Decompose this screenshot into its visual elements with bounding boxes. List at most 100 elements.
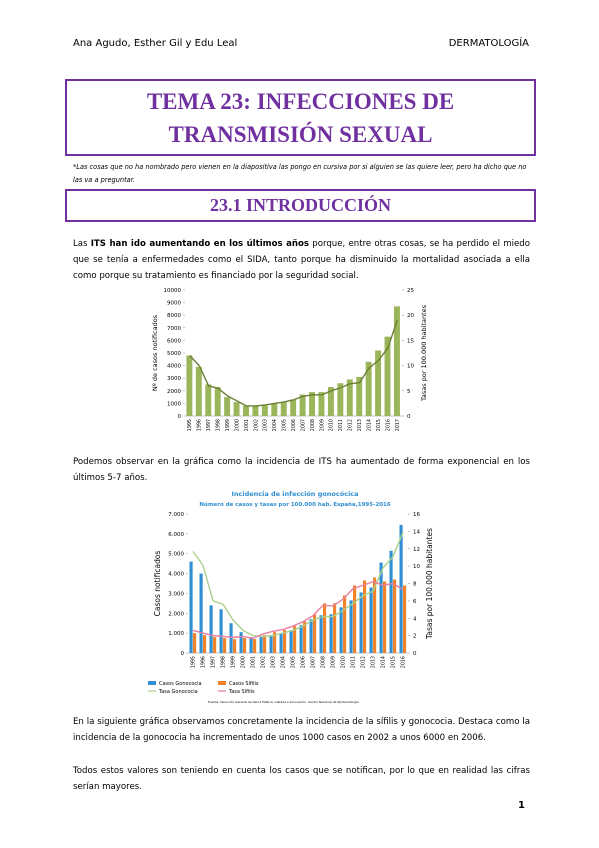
x-tick-label: 2006: [301, 656, 307, 668]
y-tick-label: 8000: [167, 313, 181, 319]
bar: [213, 637, 217, 653]
text: porque, entre otras cosas, se ha perdido…: [73, 239, 531, 281]
legend-label: Tasa Gonococia: [158, 689, 198, 695]
bar: [209, 605, 213, 653]
bar: [318, 392, 325, 416]
bar: [271, 403, 278, 416]
x-tick-label: 2005: [282, 419, 288, 431]
bar: [273, 632, 277, 653]
bar: [373, 577, 377, 653]
bar: [369, 587, 373, 653]
bar: [313, 614, 317, 653]
bar: [239, 632, 243, 653]
bar: [223, 638, 227, 653]
bar: [233, 402, 240, 416]
bar: [303, 621, 307, 653]
bar: [393, 579, 397, 653]
y-tick-label: 6.000: [168, 532, 184, 538]
bar: [363, 580, 367, 653]
x-tick-label: 2015: [391, 656, 397, 668]
bold-text: ITS han ido aumentando en los últimos añ…: [90, 239, 310, 249]
bar: [323, 603, 327, 653]
x-tick-label: 2009: [319, 419, 325, 431]
text: Todos estos valores son teniendo en cuen…: [73, 766, 530, 792]
bar: [299, 625, 303, 653]
y2-tick-label: 6: [413, 599, 417, 605]
page-number: 1: [518, 800, 525, 811]
x-tick-label: 2003: [271, 656, 277, 668]
header-authors: Ana Agudo, Esther Gil y Edu Leal: [73, 38, 238, 49]
y-tick-label: 6000: [167, 338, 181, 344]
line-series: [192, 581, 404, 639]
x-tick-label: 1995: [191, 656, 197, 668]
bar: [319, 615, 323, 653]
bar: [383, 581, 387, 653]
bar: [261, 405, 268, 416]
y2-tick-label: 12: [413, 547, 420, 553]
bar: [233, 639, 237, 653]
bar: [290, 399, 297, 416]
chart: Incidencia de infección gonocócica Número…: [148, 490, 434, 704]
x-tick-label: 1997: [211, 656, 217, 668]
bar: [375, 350, 382, 416]
y-tick-label: 7.000: [168, 512, 184, 518]
x-tick-label: 1998: [221, 656, 227, 668]
paragraph: Podemos observar en la gráfica como la i…: [73, 454, 530, 486]
paragraph: Las ITS han ido aumentando en los último…: [73, 236, 530, 284]
x-tick-label: 2010: [329, 419, 335, 431]
x-tick-label: 2004: [281, 656, 287, 668]
x-tick-label: 2014: [381, 656, 387, 668]
bar: [365, 361, 372, 416]
text: Las: [73, 239, 91, 249]
x-tick-label: 2012: [361, 656, 367, 668]
x-tick-label: 1997: [206, 419, 212, 431]
bar: [309, 619, 313, 653]
bar: [229, 623, 233, 653]
y-tick-label: 0: [181, 651, 185, 657]
bar: [203, 635, 207, 653]
bar: [293, 626, 297, 653]
y2-tick-label: 2: [413, 634, 417, 640]
bar: [219, 609, 223, 653]
bar: [195, 366, 202, 416]
y-tick-label: 1.000: [168, 631, 184, 637]
y2-tick-label: 14: [413, 529, 420, 535]
bar: [205, 384, 212, 416]
legend-label: Casos Sífilis: [229, 680, 259, 687]
bar: [339, 607, 343, 653]
x-tick-label: 2008: [321, 656, 327, 668]
y2-tick-label: 16: [413, 512, 420, 518]
x-tick-label: 2006: [291, 419, 297, 431]
y-tick-label: 2.000: [168, 611, 184, 617]
y-tick-label: 3000: [167, 376, 181, 382]
bar: [252, 405, 259, 416]
x-tick-label: 2008: [310, 419, 316, 431]
x-tick-label: 2011: [338, 419, 344, 431]
bar: [329, 614, 333, 653]
bar: [346, 379, 353, 416]
y-tick-label: 7000: [167, 326, 181, 332]
y2-axis-label: Tasas por 100.000 habitantes: [420, 304, 428, 402]
paragraph: En la siguiente gráfica observamos concr…: [73, 714, 530, 746]
line-series: [192, 531, 404, 638]
x-tick-label: 2000: [234, 419, 240, 431]
bar: [299, 394, 306, 416]
y-tick-label: 5000: [167, 351, 181, 357]
x-tick-label: 2007: [300, 419, 306, 431]
bar: [384, 336, 391, 416]
y2-axis-label: Tasas por 100.000 habitantes: [425, 528, 434, 640]
bar: [263, 635, 267, 653]
bar: [279, 633, 283, 653]
bar: [283, 630, 287, 653]
legend-label: Casos Gonococia: [159, 681, 202, 687]
y2-tick-label: 10: [413, 564, 420, 570]
x-tick-label: 2001: [251, 656, 257, 668]
bar: [289, 630, 293, 653]
chart-subtitle: Número de casos y tasas por 100.000 hab.…: [199, 501, 391, 508]
y2-tick-label: 0: [407, 414, 411, 420]
bar: [259, 637, 263, 653]
bar: [269, 636, 273, 653]
bar: [224, 397, 231, 416]
x-tick-label: 2013: [357, 419, 363, 431]
note: *Las cosas que no ha nombrado pero viene…: [73, 163, 527, 184]
